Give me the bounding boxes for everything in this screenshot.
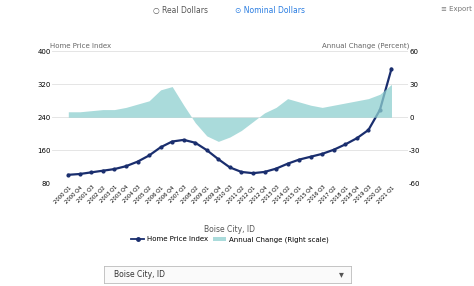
Text: ○ Real Dollars: ○ Real Dollars	[153, 6, 208, 15]
Text: Boise City, ID: Boise City, ID	[204, 225, 255, 233]
Text: ▾: ▾	[338, 270, 343, 279]
Text: Annual Change (Percent): Annual Change (Percent)	[322, 42, 410, 49]
Text: Home Price Index: Home Price Index	[50, 43, 111, 49]
Text: ⊙ Nominal Dollars: ⊙ Nominal Dollars	[235, 6, 305, 15]
Text: ≡ Export: ≡ Export	[441, 6, 472, 12]
Text: Boise City, ID: Boise City, ID	[114, 270, 165, 279]
Legend: Home Price Index, Annual Change (Right scale): Home Price Index, Annual Change (Right s…	[128, 234, 331, 246]
